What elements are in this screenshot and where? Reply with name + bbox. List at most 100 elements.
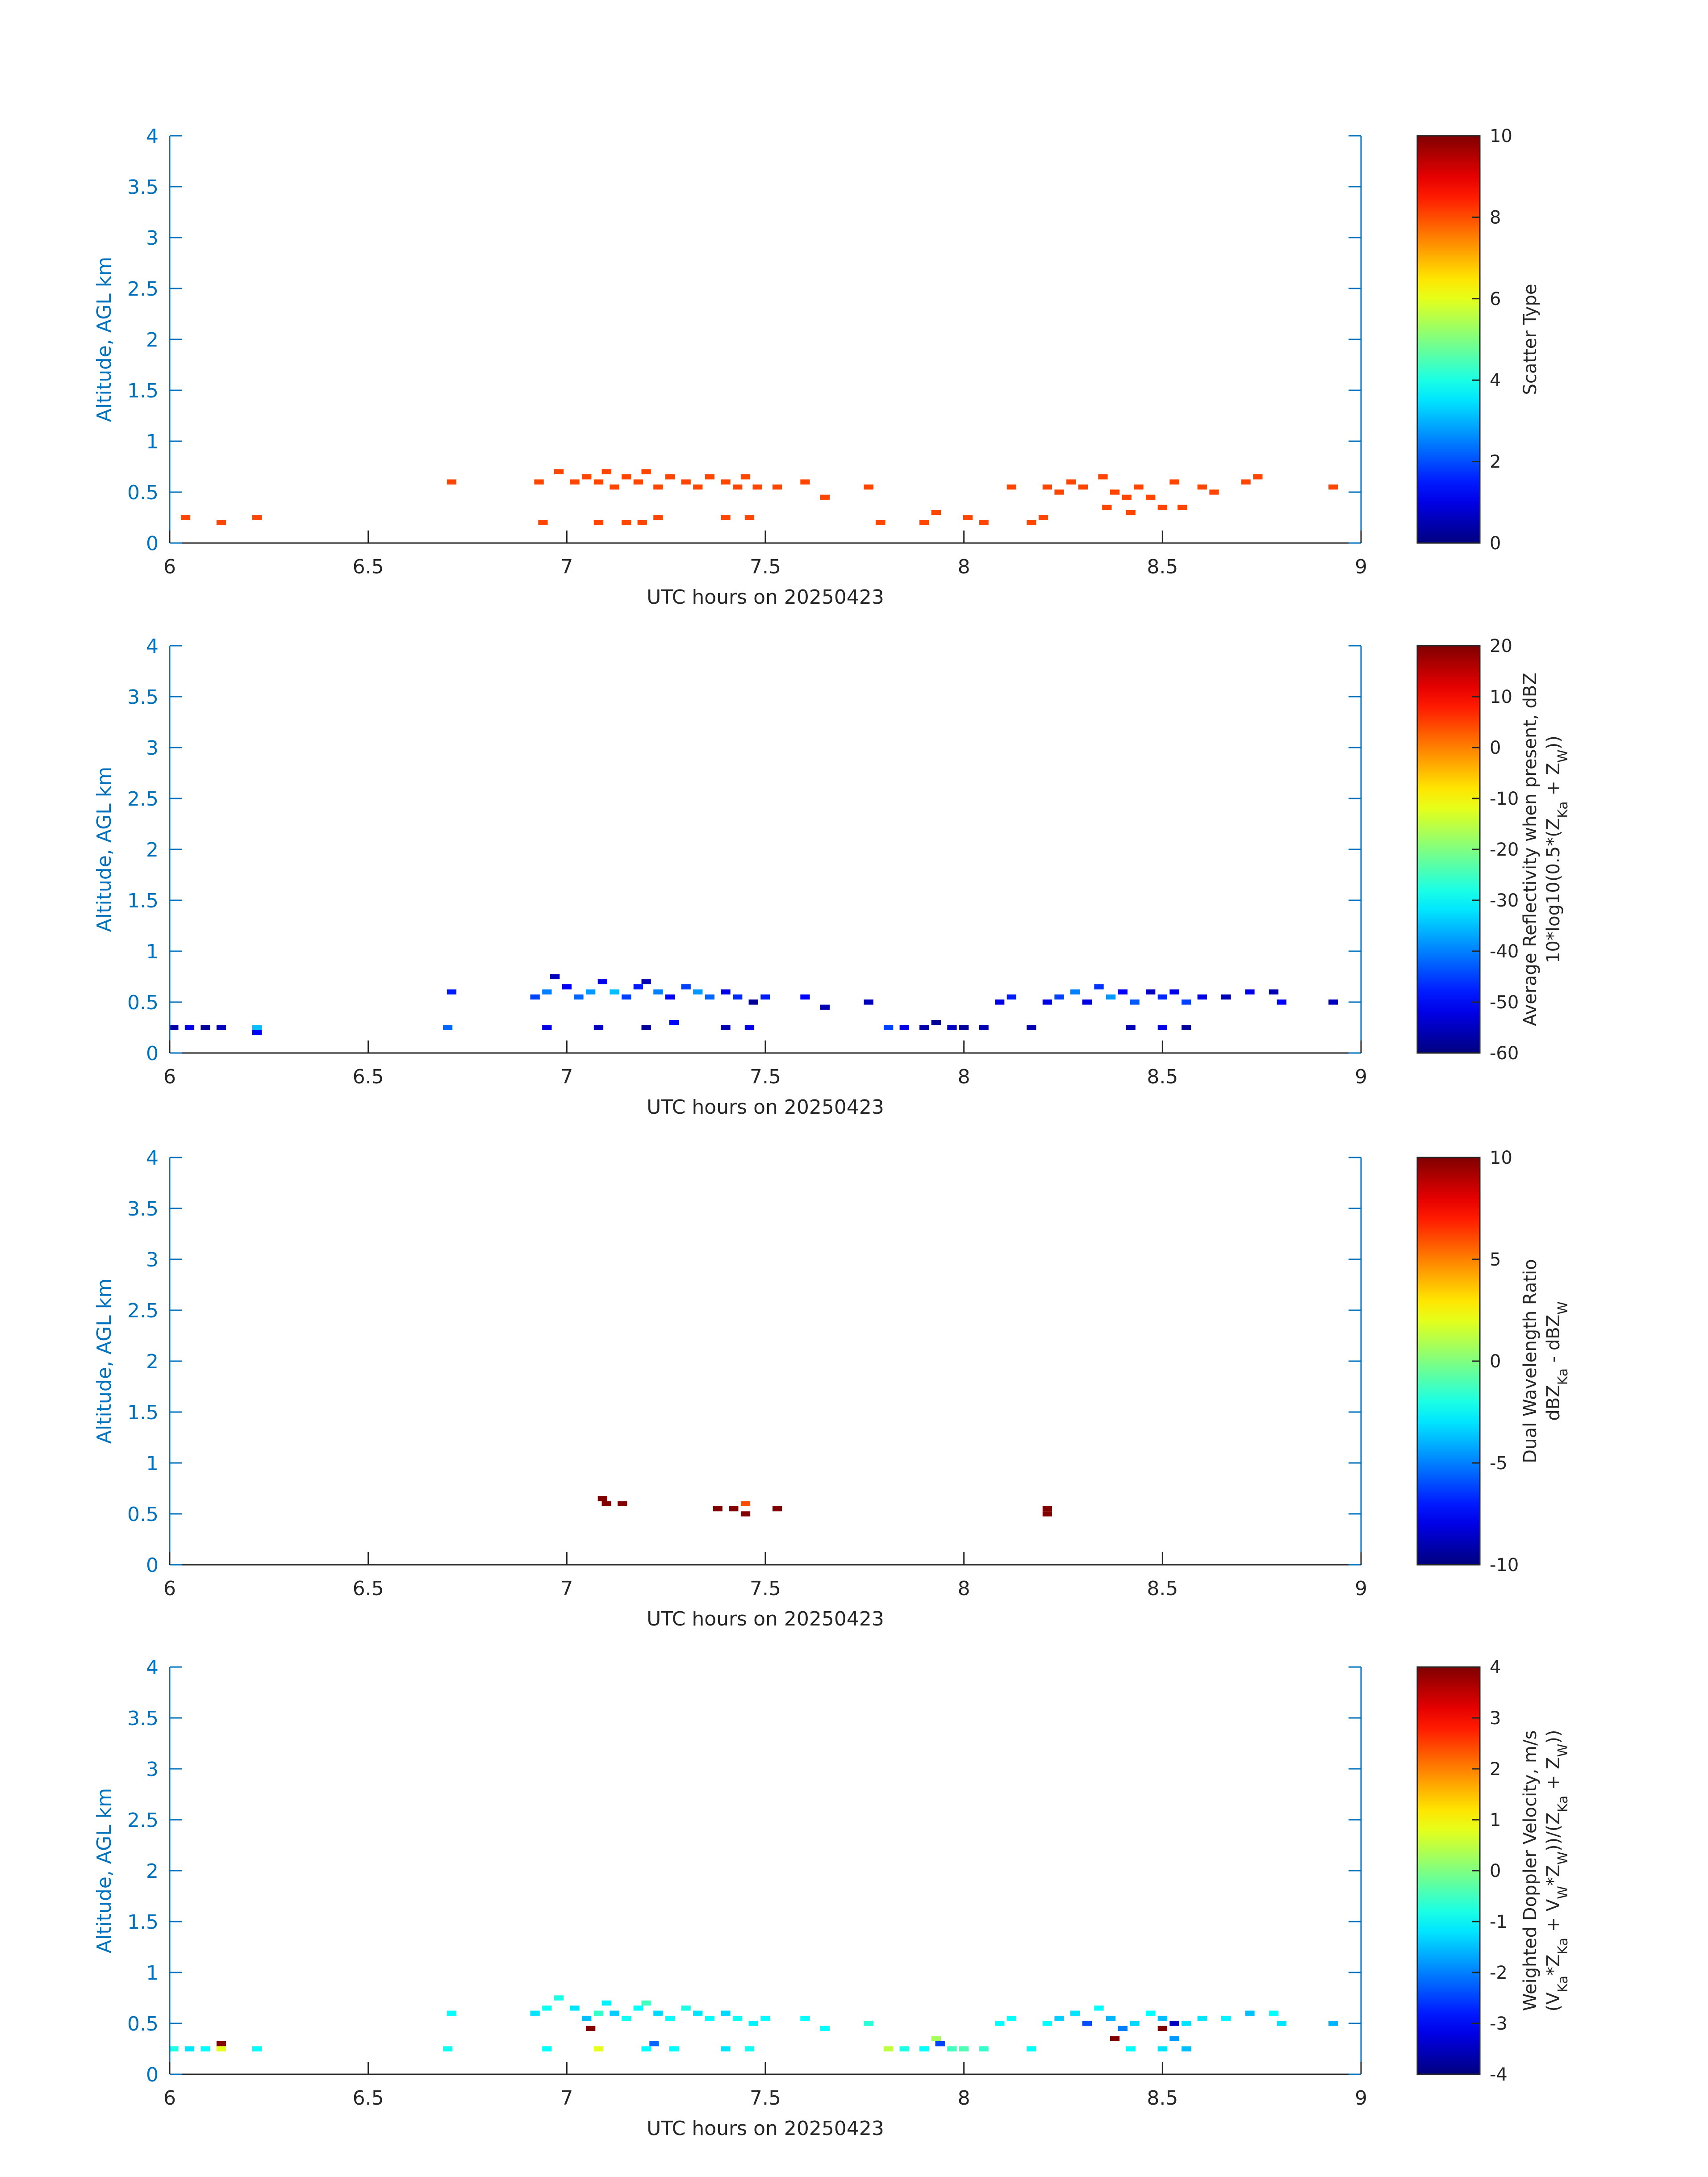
colorbar: -4 -3 -2 -1 0 1 2 3 4 Weighted Doppler Velocity, … [1416, 1657, 1571, 2085]
data-cell-72 [1277, 2021, 1286, 2026]
colorbar-title: Dual Wavelength Ratio [1520, 1259, 1541, 1463]
data-cell-51 [1054, 2015, 1064, 2021]
data-cell-59 [1146, 2010, 1156, 2016]
data-cell-60 [1157, 2026, 1167, 2031]
y-tick-label: 2.5 [127, 788, 159, 811]
y-tick-label: 0.5 [127, 1503, 159, 1526]
colorbar-tick-label: 10 [1490, 1148, 1512, 1168]
data-cell-15 [593, 2010, 604, 2016]
x-tick-label: 7.5 [750, 556, 781, 578]
x-tick-label: 9 [1355, 1577, 1367, 1600]
y-tick-label: 1.5 [127, 890, 159, 912]
colorbar-tick-label: 0 [1490, 1861, 1501, 1881]
data-cell-3 [447, 479, 457, 485]
data-cell-26 [637, 520, 647, 526]
y-tick-label: 0 [146, 532, 159, 555]
formula-part: Ka [1555, 801, 1571, 818]
data-cell-22 [665, 2015, 675, 2021]
data-cell-8 [530, 994, 540, 1000]
data-cell-1 [184, 1025, 195, 1030]
colorbar-tick-label: -10 [1490, 1555, 1519, 1575]
data-cell-7 [570, 479, 580, 485]
data-cell-45 [959, 2046, 969, 2052]
data-cell-73 [1328, 2021, 1338, 2026]
colorbar: 0 2 4 6 8 10 Scatter Type [1416, 126, 1541, 554]
x-axis-label: UTC hours on 20250423 [647, 1096, 884, 1119]
data-cell-34 [876, 520, 885, 526]
data-cell-28 [721, 515, 731, 520]
x-tick-label: 6 [163, 2087, 176, 2110]
data-cell-1 [184, 2046, 195, 2052]
data-cell-45 [1006, 994, 1016, 1000]
formula-part: dBZ [1543, 1385, 1564, 1421]
data-cell-4 [534, 479, 544, 485]
data-cell-7 [443, 1025, 453, 1030]
data-cell-23 [681, 2006, 691, 2011]
y-tick-label: 4 [146, 125, 159, 148]
x-tick-label: 8 [958, 2087, 970, 2110]
data-cell-39 [884, 2046, 894, 2052]
data-cell-71 [1269, 2010, 1278, 2016]
data-cell-5 [252, 2046, 262, 2052]
y-tick-label: 0 [146, 1042, 159, 1065]
data-cell-16 [610, 989, 619, 994]
colorbar-tick-label: -5 [1490, 1453, 1508, 1474]
data-cell-3 [713, 1506, 722, 1512]
colorbar-label: Weighted Doppler Velocity, m/s (VKa*ZKa +… [1520, 1730, 1571, 2012]
colorbar-tick-label: 8 [1490, 207, 1501, 228]
data-cell-66 [1157, 2046, 1167, 2052]
data-cell-46 [1027, 1025, 1036, 1030]
data-cell-16 [665, 474, 675, 480]
data-cell-14 [586, 989, 596, 994]
y-tick-label: 2 [146, 1350, 159, 1373]
formula-part: W [1555, 1744, 1571, 1757]
data-cell-2 [618, 1501, 627, 1506]
data-cell-12 [570, 2006, 580, 2011]
data-cell-33 [744, 1025, 755, 1030]
data-cell-22 [740, 474, 751, 480]
x-tick-label: 6 [163, 1066, 176, 1088]
data-cell-20 [641, 2000, 651, 2006]
data-cell-51 [1126, 510, 1136, 515]
formula-part: Ka [1555, 1938, 1571, 1955]
data-cell-0 [180, 515, 191, 520]
data-cell-32 [820, 494, 830, 500]
x-tick-label: 7.5 [750, 1066, 781, 1088]
data-cell-70 [1245, 2010, 1255, 2016]
data-cell-43 [935, 2041, 945, 2047]
data-cell-62 [1197, 994, 1207, 1000]
data-cell-8 [1042, 1506, 1052, 1512]
data-cell-58 [1241, 479, 1251, 485]
data-cell-48 [1122, 494, 1132, 500]
y-tick-label: 2 [146, 329, 159, 351]
colorbar-tick-label: -1 [1490, 1912, 1508, 1932]
data-cell-57 [1169, 989, 1179, 994]
x-tick-label: 6 [163, 556, 176, 578]
data-cell-19 [641, 979, 651, 985]
x-tick-label: 8.5 [1147, 1577, 1178, 1600]
data-cell-13 [582, 2015, 592, 2021]
data-cell-4 [252, 1025, 262, 1030]
data-cell-28 [760, 994, 770, 1000]
colorbar-tick-label: -2 [1490, 1963, 1508, 1983]
data-cell-57 [1118, 2026, 1128, 2031]
data-cell-47 [1042, 999, 1052, 1005]
y-tick-label: 1.5 [127, 1401, 159, 1424]
data-cell-66 [1277, 999, 1286, 1005]
data-cell-6 [554, 469, 564, 475]
data-cells [597, 1496, 1052, 1517]
data-cell-46 [979, 2046, 989, 2052]
data-cell-24 [693, 2010, 703, 2016]
colorbar-tick-label: 10 [1490, 126, 1512, 146]
data-cell-18 [693, 484, 703, 490]
formula-part: (V [1543, 1992, 1564, 2012]
data-cell-42 [959, 1025, 969, 1030]
colorbar-tick-label: 10 [1490, 687, 1512, 707]
colorbar-tick-label: 1 [1490, 1810, 1501, 1830]
data-cell-39 [919, 1025, 929, 1030]
colorbar-frame [1416, 135, 1481, 544]
data-cell-8 [530, 2010, 540, 2016]
data-cell-65 [1269, 989, 1278, 994]
data-cell-56 [1157, 994, 1167, 1000]
